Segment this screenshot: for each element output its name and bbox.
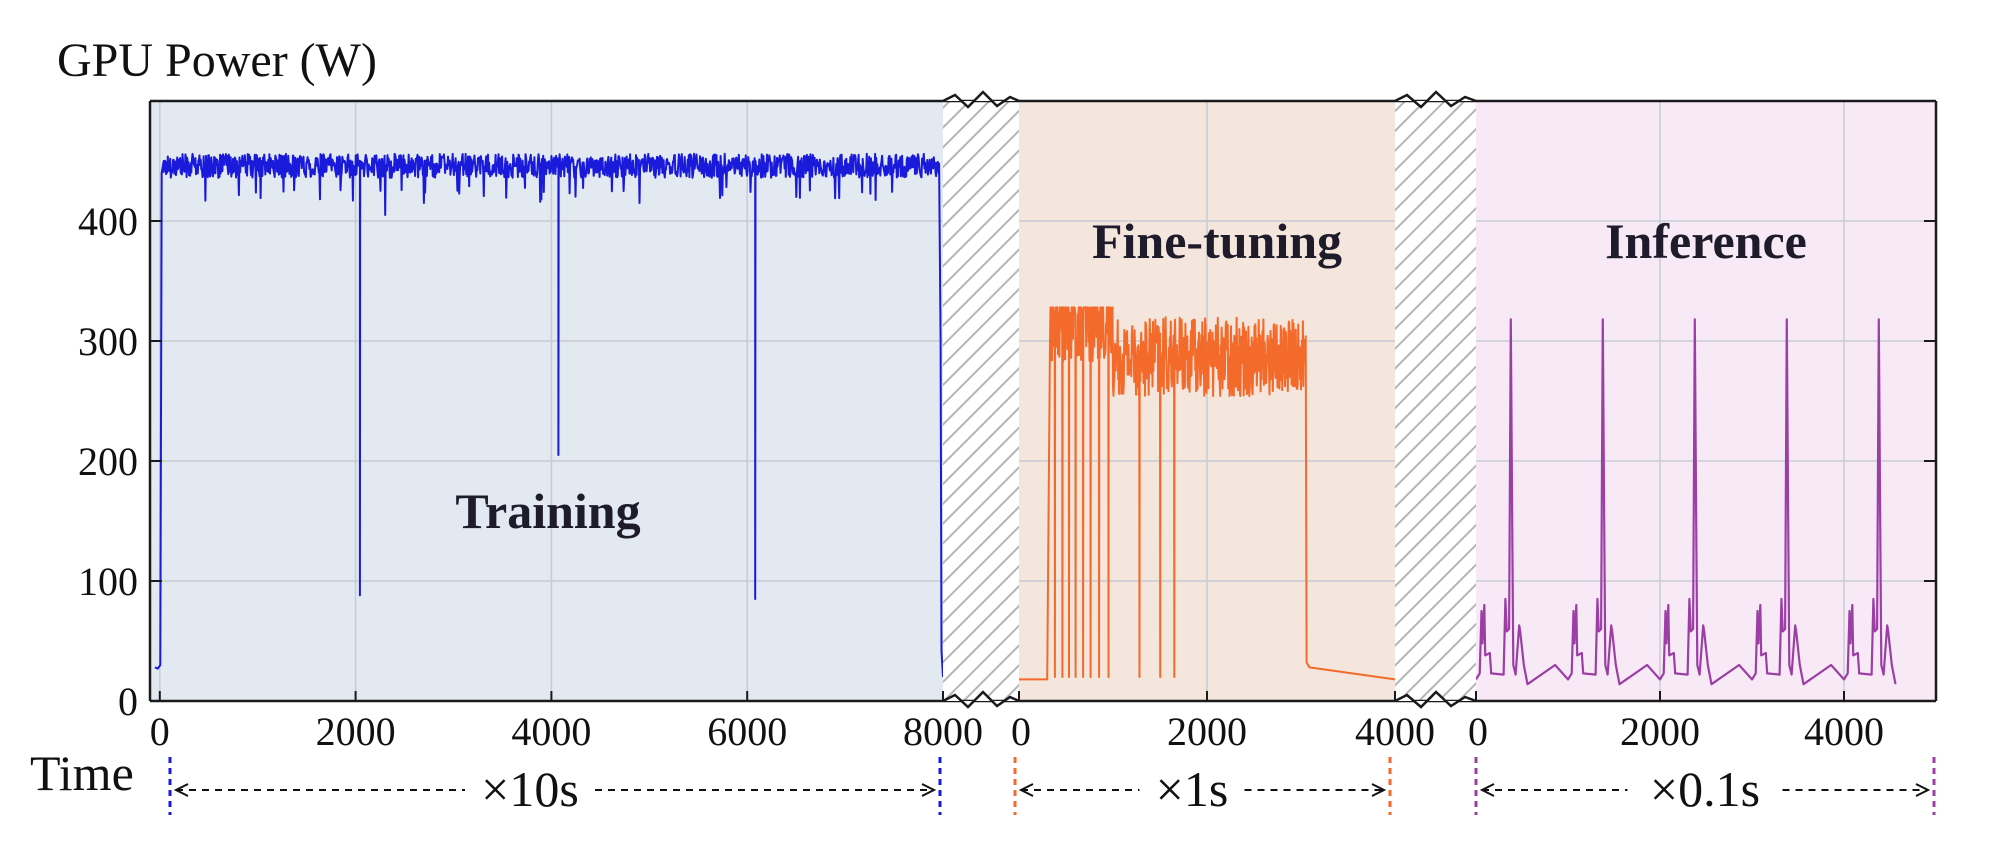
tick-labels: 0 2000 4000 6000 8000 0 2000 4000 0 2000 4000 0 100 2… <box>78 199 1884 754</box>
axis-break-hatch-2 <box>1395 101 1476 701</box>
time-scale-arrowhead-left <box>1479 783 1495 797</box>
x-tick-label: 4000 <box>1804 709 1884 754</box>
y-tick-label: 300 <box>78 319 138 364</box>
x-tick-label: 0 <box>1468 709 1488 754</box>
x-tick-label: 2000 <box>1167 709 1247 754</box>
axis-break-hatch-1 <box>943 101 1019 701</box>
axis-break-marks <box>942 90 1477 709</box>
time-scale-label: ×10s <box>481 761 579 817</box>
panel-label: Inference <box>1605 213 1807 269</box>
time-scale-arrowhead-right <box>1915 783 1931 797</box>
y-tick-label: 0 <box>118 679 138 724</box>
time-scale-arrowhead-left <box>173 783 189 797</box>
y-tick-label: 200 <box>78 439 138 484</box>
x-tick-label: 0 <box>150 709 170 754</box>
x-tick-label: 8000 <box>903 709 983 754</box>
x-tick-label: 4000 <box>1355 709 1435 754</box>
time-scale-arrowhead-left <box>1018 783 1034 797</box>
time-scale-label: ×0.1s <box>1650 761 1760 817</box>
time-scale-label: ×1s <box>1156 761 1229 817</box>
x-tick-label: 2000 <box>1620 709 1700 754</box>
y-axis-title: GPU Power (W) <box>57 34 377 87</box>
x-tick-label: 0 <box>1011 709 1031 754</box>
x-tick-label: 4000 <box>511 709 591 754</box>
panel-label: Fine-tuning <box>1092 213 1342 269</box>
time-scale-markers: ×10s ×1s ×0.1s <box>168 757 1936 817</box>
x-tick-label: 2000 <box>316 709 396 754</box>
panel-label: Training <box>455 483 640 539</box>
series-layer <box>154 152 1897 686</box>
time-scale-arrowhead-right <box>921 783 937 797</box>
series-line-inference <box>1476 318 1897 686</box>
axis-ticks <box>150 220 1936 702</box>
axis-frame <box>148 99 1938 703</box>
y-tick-label: 100 <box>78 559 138 604</box>
series-line-training <box>154 152 943 678</box>
time-scale-arrowhead-right <box>1371 783 1387 797</box>
y-tick-label: 400 <box>78 199 138 244</box>
training-panel-background <box>150 101 943 701</box>
inference-panel-background <box>1476 101 1936 701</box>
panel-labels: Training Fine-tuning Inference <box>455 213 1807 539</box>
grid-lines <box>150 101 1936 701</box>
time-axis-label: Time <box>30 745 134 801</box>
series-line-fine-tuning <box>1019 306 1395 681</box>
x-tick-label: 6000 <box>707 709 787 754</box>
